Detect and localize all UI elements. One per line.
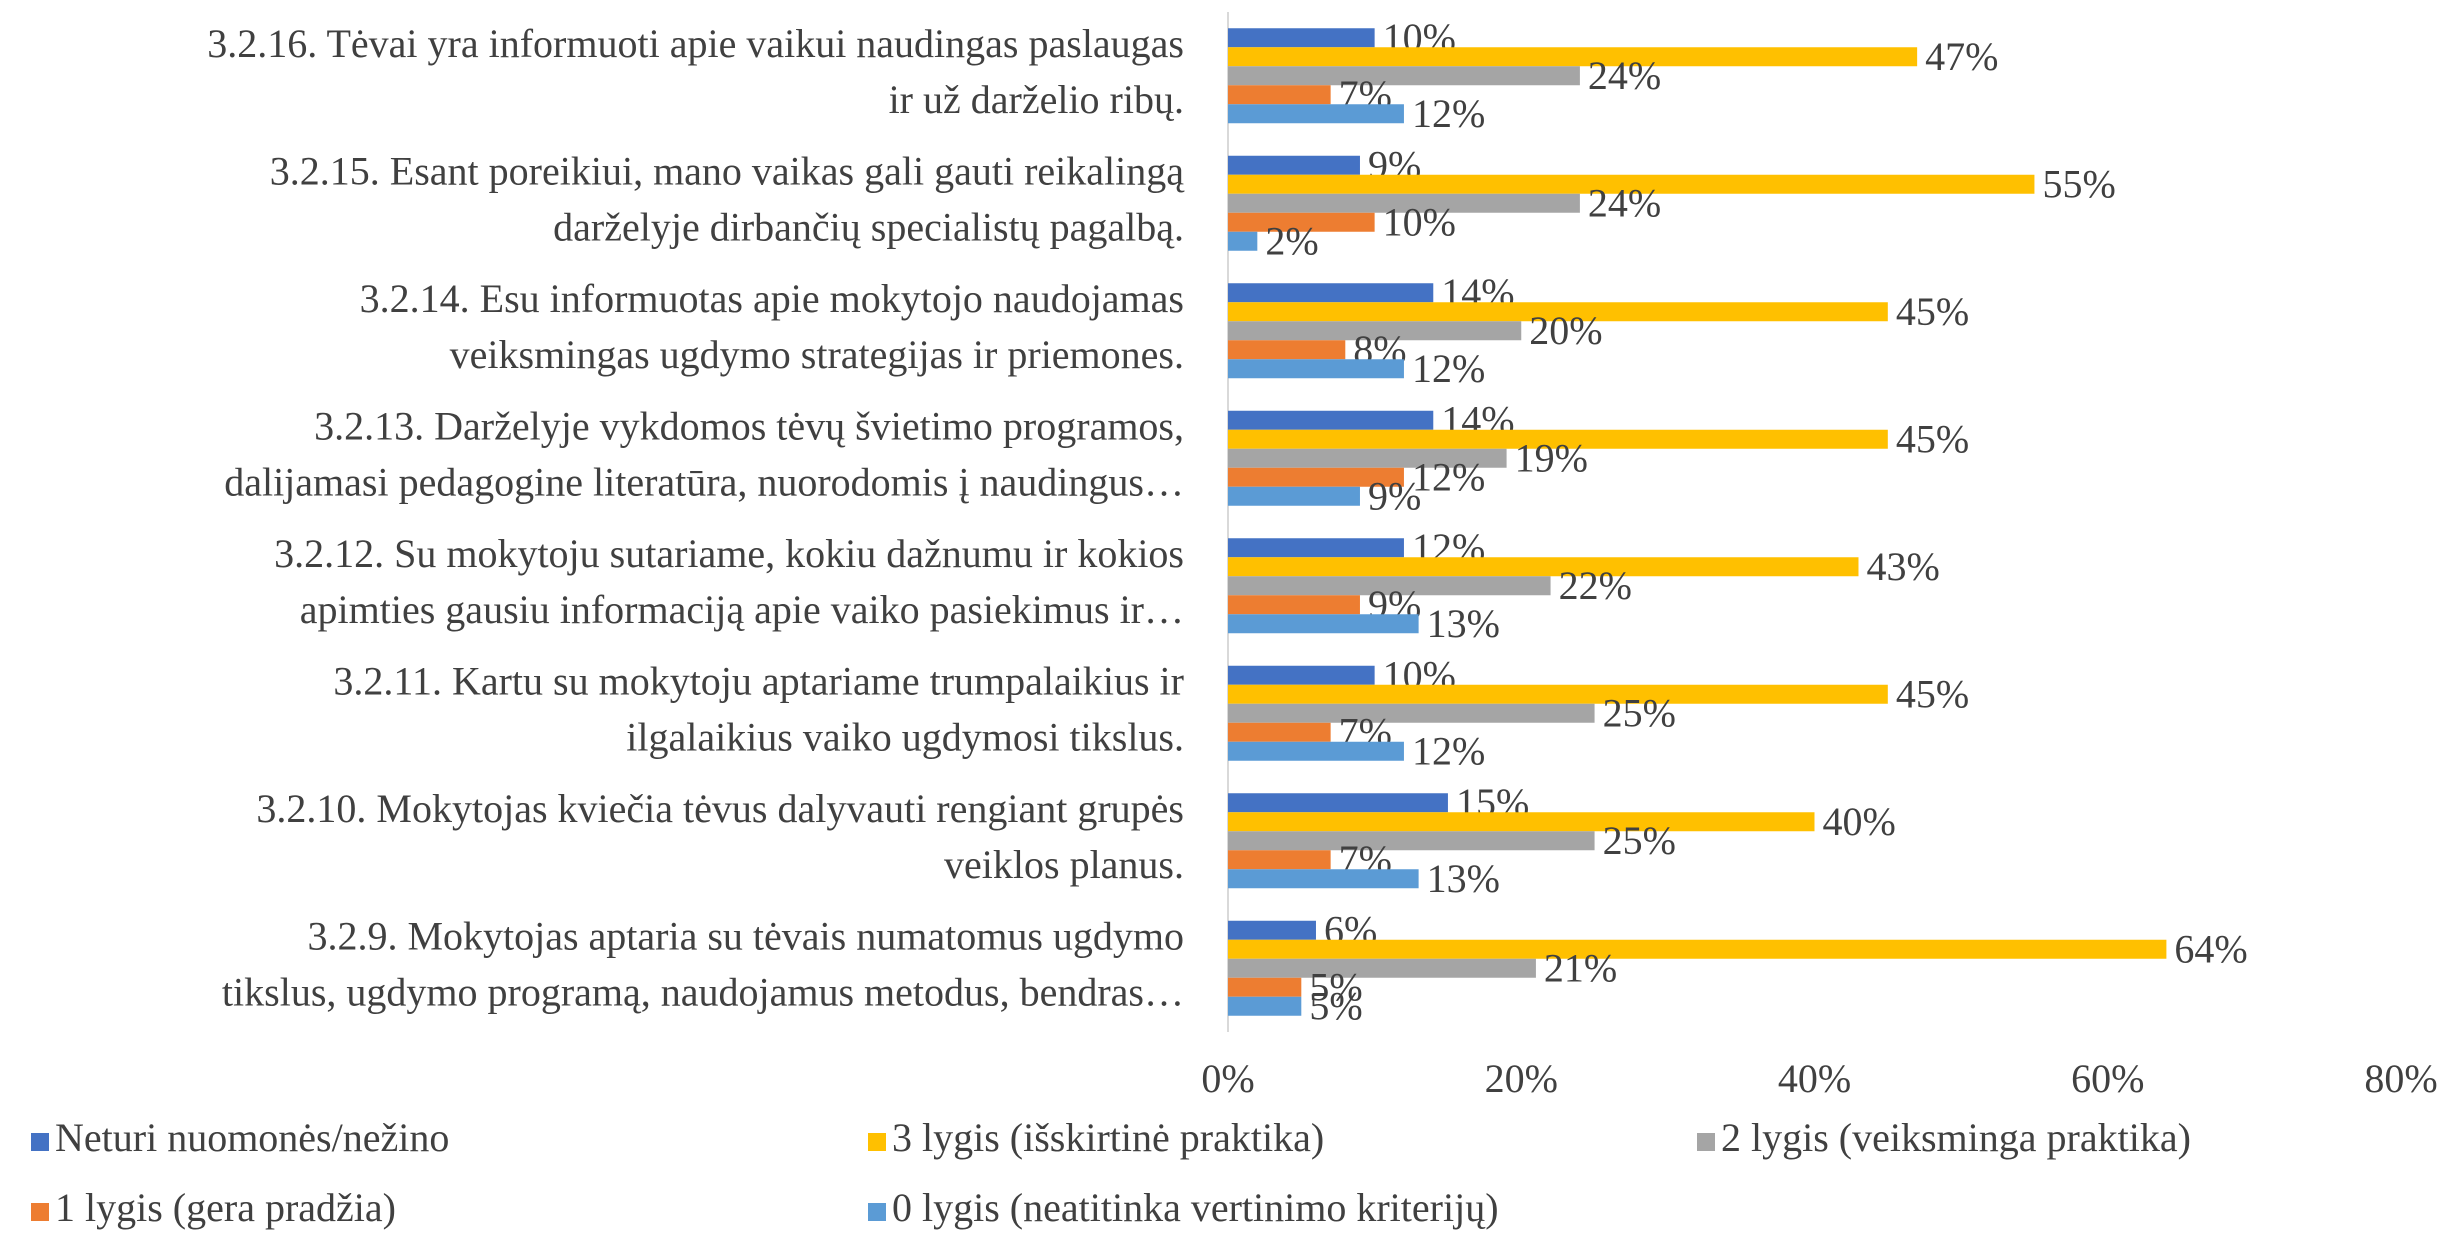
bar [1228, 996, 1302, 1016]
bar [1228, 684, 1888, 704]
value-label: 9% [1368, 473, 1421, 518]
category-label: 3.2.14. Esu informuotas apie mokytojo na… [360, 276, 1184, 377]
category-label: 3.2.10. Mokytojas kviečia tėvus dalyvaut… [256, 786, 1184, 887]
value-label: 45% [1896, 416, 1969, 461]
bar [1228, 174, 2035, 194]
bar [1228, 812, 1815, 832]
bar [1228, 66, 1580, 86]
value-label: 12% [1412, 454, 1485, 499]
bar [1228, 321, 1522, 341]
x-tick-label: 80% [2364, 1056, 2437, 1101]
bar [1228, 155, 1360, 175]
bar [1228, 212, 1375, 232]
bar [1228, 722, 1331, 742]
value-label: 55% [2042, 161, 2115, 206]
bar [1228, 104, 1404, 124]
category-label: 3.2.16. Tėvai yra informuoti apie vaikui… [207, 21, 1184, 122]
bar [1228, 302, 1888, 322]
bar [1228, 340, 1346, 360]
value-label: 12% [1412, 91, 1485, 136]
bar [1228, 576, 1551, 596]
category-label: 3.2.13. Darželyje vykdomos tėvų švietimo… [224, 403, 1184, 504]
bar [1228, 920, 1316, 940]
value-label: 47% [1925, 34, 1998, 79]
legend-label: 2 lygis (veiksminga praktika) [1721, 1115, 2191, 1160]
value-label: 13% [1427, 601, 1500, 646]
bar [1228, 47, 1918, 67]
bar [1228, 958, 1536, 978]
value-label: 12% [1412, 728, 1485, 773]
value-label: 5% [1309, 964, 1362, 1009]
bar [1228, 538, 1404, 558]
value-label: 22% [1559, 563, 1632, 608]
x-tick-label: 0% [1201, 1056, 1254, 1101]
x-tick-label: 60% [2071, 1056, 2144, 1101]
value-label: 45% [1896, 289, 1969, 334]
value-label: 24% [1588, 180, 1661, 225]
value-label: 12% [1412, 346, 1485, 391]
value-label: 25% [1603, 818, 1676, 863]
bar [1228, 486, 1360, 506]
legend-swatch [1697, 1133, 1715, 1151]
value-label: 24% [1588, 53, 1661, 98]
legend-label: Neturi nuomonės/nežino [55, 1115, 449, 1160]
value-label: 64% [2174, 926, 2247, 971]
bar [1228, 595, 1360, 615]
value-label: 5% [1309, 983, 1362, 1028]
legend-swatch [868, 1203, 886, 1221]
legend-swatch [31, 1133, 49, 1151]
bar [1228, 831, 1595, 851]
x-tick-label: 20% [1485, 1056, 1558, 1101]
bar [1228, 850, 1331, 870]
value-label: 21% [1544, 945, 1617, 990]
bar [1228, 793, 1448, 813]
bar [1228, 467, 1404, 487]
value-label: 25% [1603, 690, 1676, 735]
x-tick-label: 40% [1778, 1056, 1851, 1101]
category-label: 3.2.15. Esant poreikiui, mano vaikas gal… [270, 148, 1185, 249]
bar [1228, 939, 2167, 959]
bar [1228, 410, 1434, 430]
legend-label: 3 lygis (išskirtinė praktika) [892, 1115, 1324, 1160]
legend-label: 1 lygis (gera pradžia) [55, 1185, 396, 1230]
bar [1228, 85, 1331, 105]
category-label: 3.2.12. Su mokytoju sutariame, kokiu daž… [274, 531, 1184, 632]
legend-swatch [868, 1133, 886, 1151]
bar [1228, 429, 1888, 449]
bar [1228, 359, 1404, 379]
bar [1228, 614, 1419, 634]
value-label: 13% [1427, 856, 1500, 901]
value-label: 40% [1823, 799, 1896, 844]
value-label: 45% [1896, 671, 1969, 716]
bar [1228, 703, 1595, 723]
bar [1228, 869, 1419, 889]
value-label: 10% [1383, 199, 1456, 244]
bar [1228, 448, 1507, 468]
bar [1228, 741, 1404, 761]
bar [1228, 977, 1302, 997]
bar [1228, 557, 1859, 577]
bar [1228, 283, 1434, 303]
bar [1228, 193, 1580, 213]
bar [1228, 665, 1375, 685]
legend-label: 0 lygis (neatitinka vertinimo kriterijų) [892, 1185, 1499, 1230]
value-label: 20% [1529, 308, 1602, 353]
category-label: 3.2.11. Kartu su mokytoju aptariame trum… [333, 658, 1184, 759]
bar [1228, 231, 1258, 251]
bar [1228, 28, 1375, 48]
value-label: 2% [1265, 218, 1318, 263]
legend-swatch [31, 1203, 49, 1221]
value-label: 43% [1866, 544, 1939, 589]
category-label: 3.2.9. Mokytojas aptaria su tėvais numat… [222, 913, 1184, 1014]
value-label: 19% [1515, 435, 1588, 480]
